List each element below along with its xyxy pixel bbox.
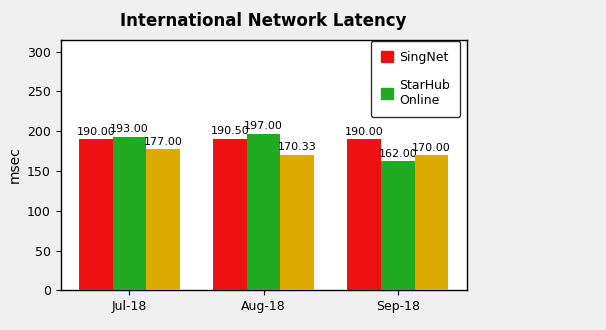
Text: 190.00: 190.00 — [76, 127, 115, 137]
Text: 197.00: 197.00 — [244, 121, 283, 131]
Text: 170.00: 170.00 — [412, 143, 451, 153]
Bar — [113, 137, 146, 290]
Bar — [79, 139, 113, 290]
Bar — [146, 149, 180, 290]
Bar — [347, 139, 381, 290]
Title: International Network Latency: International Network Latency — [121, 12, 407, 30]
Y-axis label: msec: msec — [7, 147, 21, 183]
Bar — [213, 139, 247, 290]
Text: 193.00: 193.00 — [110, 124, 148, 134]
Text: 162.00: 162.00 — [379, 149, 417, 159]
Text: 177.00: 177.00 — [144, 137, 182, 147]
Bar — [247, 134, 281, 290]
Text: 190.50: 190.50 — [211, 126, 250, 136]
Legend: SingNet, StarHub
Online: SingNet, StarHub Online — [371, 41, 461, 117]
Bar — [281, 155, 314, 290]
Bar — [415, 155, 448, 290]
Text: 170.33: 170.33 — [278, 143, 316, 152]
Bar — [381, 161, 415, 290]
Text: 190.00: 190.00 — [345, 127, 384, 137]
